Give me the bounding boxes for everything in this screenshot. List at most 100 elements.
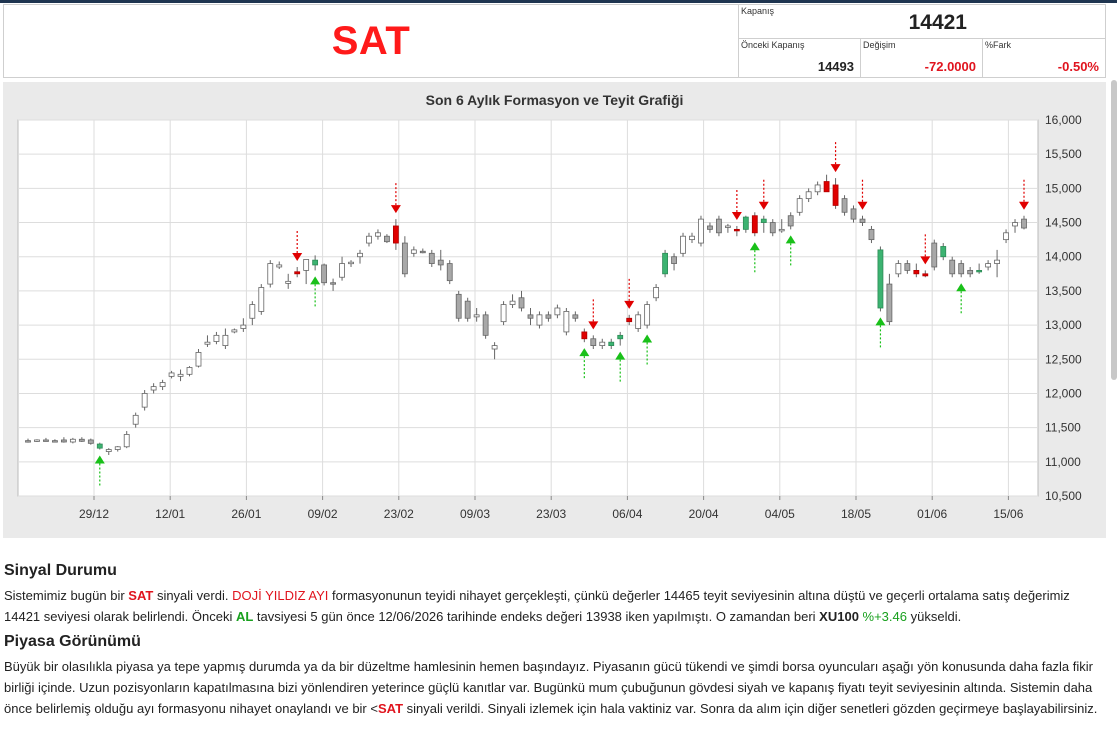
candle-body [34,439,40,442]
candle-body [599,341,606,347]
sell-arrow-icon [624,300,635,309]
candle-body [716,218,722,234]
quote-panel: Kapanış 14421 Önceki Kapanış 14493 Değiş… [739,5,1105,77]
candle-body [590,338,597,347]
y-tick-label: 14,500 [1045,216,1082,230]
candle-body [473,314,480,318]
candle-body [850,208,857,220]
s1-text-2: sinyali verdi. [153,588,233,603]
y-tick-label: 15,000 [1045,181,1082,195]
candle-body [410,249,417,254]
candlestick-chart: 16,000 15,500 15,000 14,500 14,000 13,500 13,0… [17,113,1082,521]
candle-body [671,256,677,264]
candle-body [742,216,749,230]
candle-body [357,252,363,258]
y-tick-label: 10,500 [1045,489,1082,503]
candle-body [141,393,148,408]
candle-body [644,304,651,326]
candle-body [348,261,354,265]
x-tick-label: 09/02 [308,507,338,521]
candle-body [976,269,983,273]
candle-body [707,225,713,230]
candle-body [518,297,525,309]
signal-label: SAT [331,18,411,63]
candle-body [1012,222,1018,227]
candle-body [500,304,507,323]
candle-body [428,252,435,264]
candle-body [491,345,498,350]
candle-body [536,314,543,326]
candle-body [132,414,139,425]
candle-body [841,198,848,213]
candle-body [231,329,238,333]
candle-body [78,438,85,442]
candle-body [96,443,103,449]
candle-body [401,242,408,275]
candle-body [581,331,588,340]
pct-value: -0.50% [1057,59,1099,74]
candle-body [312,259,319,266]
candle-body [258,287,265,312]
candle-body [859,218,866,223]
candle-body [43,439,49,442]
candle-body [105,449,112,452]
x-tick-label: 23/03 [536,507,566,521]
candle-body [276,264,283,268]
top-bar [0,0,1117,3]
candle-body [994,259,1000,264]
s1-sat: SAT [128,588,154,603]
close-value: 14421 [908,11,967,34]
candle-body [294,271,301,275]
x-tick-label: 15/06 [993,507,1023,521]
candle-body [769,222,776,234]
y-tick-label: 13,500 [1045,284,1082,298]
candle-body [60,439,67,443]
candle-body [653,287,660,299]
buy-arrow-icon [749,242,760,251]
quote-header: SAT Kapanış 14421 Önceki Kapanış 14493 D… [3,4,1106,78]
x-tick-label: 12/01 [155,507,185,521]
candle-body [760,218,767,223]
change-label: Değişim [863,40,896,50]
candle-body [249,304,256,319]
candle-body [150,386,157,391]
candle-body [554,307,561,316]
y-tick-label: 11,000 [1045,455,1081,469]
candle-body [1003,232,1009,241]
candle-body [303,259,310,271]
sell-arrow-icon [588,321,599,330]
x-tick-label: 29/12 [79,507,109,521]
s1-text-5: yükseldi. [907,609,962,624]
scrollbar[interactable] [1111,80,1117,380]
plot-area [17,119,1039,497]
prev-close-label: Önceki Kapanış [741,40,805,50]
buy-arrow-icon [642,334,653,343]
sell-arrow-icon [830,164,841,173]
x-tick-label: 20/04 [689,507,719,521]
pct-label: %Fark [985,40,1012,50]
candle-body [662,252,668,275]
x-tick-label: 06/04 [612,507,642,521]
sell-arrow-icon [731,211,742,220]
sell-arrow-icon [857,201,868,210]
x-tick-label: 18/05 [841,507,871,521]
candle-body [366,235,372,244]
candle-body [186,367,193,375]
candle-body [204,341,211,345]
buy-arrow-icon [310,276,321,285]
candle-body [949,259,956,275]
x-tick-label: 26/01 [231,507,261,521]
candle-body [69,438,76,443]
y-tick-label: 15,500 [1045,147,1082,161]
prev-close-cell: Önceki Kapanış 14493 [739,39,861,77]
candle-body [437,259,444,266]
candle-body [87,439,94,444]
sell-arrow-icon [758,201,769,210]
candle-body [778,228,785,232]
candle-body [455,293,462,319]
candle-body [563,311,570,333]
candle-body [796,198,803,213]
close-cell: Kapanış 14421 [739,5,1105,39]
candle-body [330,282,336,285]
candle-body [635,314,642,329]
